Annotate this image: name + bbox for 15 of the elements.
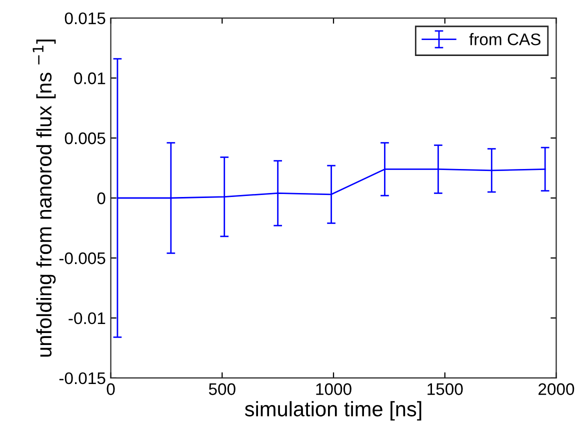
x-tick-label: 1000 [316,383,352,396]
y-tick-label: 0.005 [64,132,106,144]
y-tick-label: -0.005 [59,252,106,264]
y-tick-label: 0 [97,192,106,204]
x-axis-title: simulation time [ns] [244,401,422,421]
y-tick-label: 0.01 [74,72,106,84]
x-tick-label: 1500 [428,383,463,396]
y-tick-label: 0.015 [64,12,106,24]
x-tick-label: 500 [208,383,236,396]
y-axis-title: unfolding from nanorod flux [ns $^{−1}$] [32,40,56,357]
x-tick-label: 2000 [538,383,574,396]
x-tick-label: 0 [106,383,115,396]
legend-label: from CAS [469,33,540,46]
y-tick-label: -0.015 [59,372,106,384]
y-tick-label: -0.01 [68,312,106,324]
